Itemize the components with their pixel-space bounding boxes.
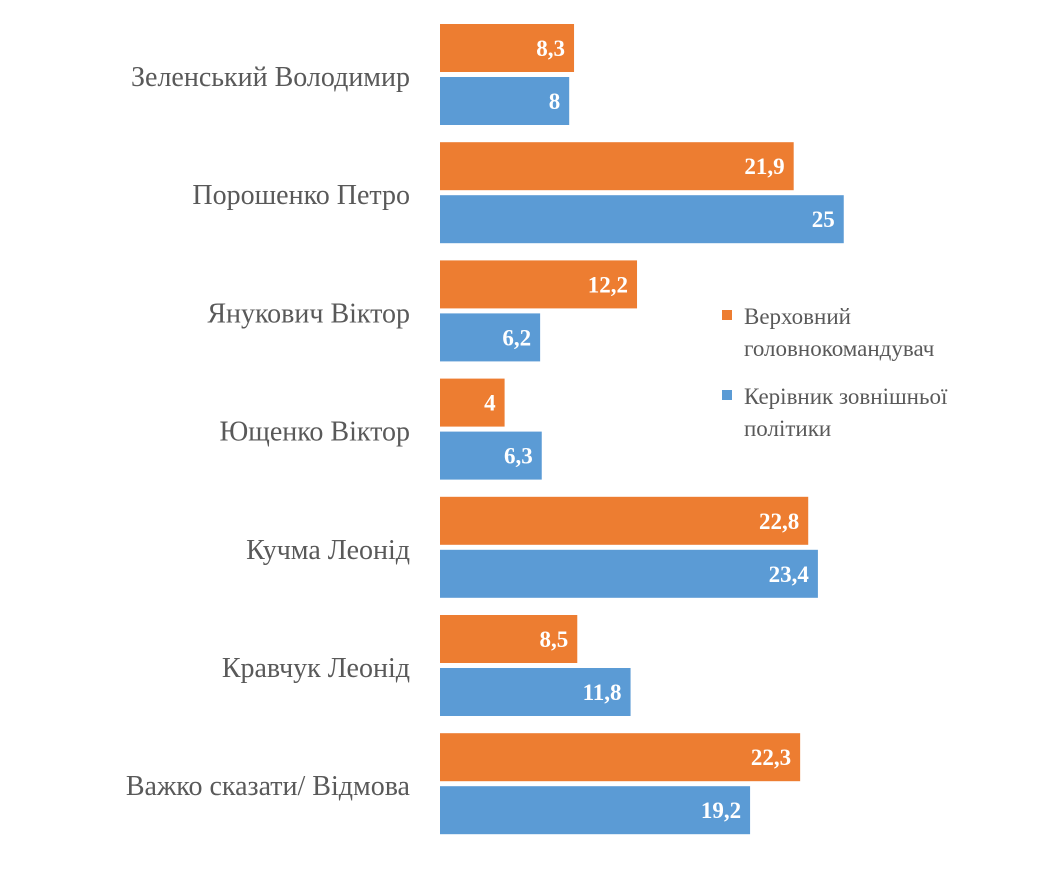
- data-label: 19,2: [701, 798, 741, 823]
- data-label: 12,2: [588, 272, 628, 297]
- bar-commander: [440, 24, 575, 72]
- category-label: Янукович Віктор: [207, 298, 410, 329]
- category-label: Кравчук Леонід: [222, 653, 410, 684]
- bar-commander: [440, 142, 794, 191]
- legend-label: головнокомандувач: [744, 336, 935, 361]
- data-label: 6,3: [504, 444, 533, 469]
- bar-commander: [440, 615, 578, 663]
- legend-label: Верховний: [744, 304, 851, 329]
- category-label: Важко сказати/ Відмова: [126, 771, 411, 802]
- data-label: 8,5: [540, 627, 569, 652]
- data-label: 8,3: [536, 36, 565, 61]
- data-label: 6,2: [502, 325, 531, 350]
- data-label: 22,8: [759, 509, 799, 534]
- category-label: Кучма Леонід: [246, 535, 410, 566]
- bar-foreign-policy: [440, 313, 541, 362]
- bar-foreign-policy: [440, 549, 818, 598]
- data-label: 8: [549, 89, 561, 114]
- bar-foreign-policy: [440, 786, 751, 835]
- legend-marker: [722, 310, 732, 320]
- bar-commander: [440, 733, 801, 782]
- category-label: Порошенко Петро: [192, 180, 410, 211]
- legend-label: Керівник зовнішньої: [744, 384, 948, 409]
- legend-marker: [722, 390, 732, 400]
- data-label: 22,3: [751, 745, 791, 770]
- bar-foreign-policy: [440, 195, 844, 244]
- bar-foreign-policy: [440, 668, 631, 716]
- data-label: 4: [484, 391, 496, 416]
- category-label: Ющенко Віктор: [220, 417, 411, 448]
- bar-commander: [440, 260, 638, 309]
- legend-label: політики: [744, 416, 831, 441]
- data-label: 23,4: [769, 562, 810, 587]
- bar-commander: [440, 496, 809, 545]
- category-label: Зеленський Володимир: [131, 62, 410, 93]
- data-label: 25: [812, 207, 835, 232]
- data-label: 11,8: [583, 680, 622, 705]
- bar-foreign-policy: [440, 431, 542, 480]
- bar-foreign-policy: [440, 77, 570, 125]
- data-label: 21,9: [744, 154, 784, 179]
- bar-commander: [440, 378, 505, 427]
